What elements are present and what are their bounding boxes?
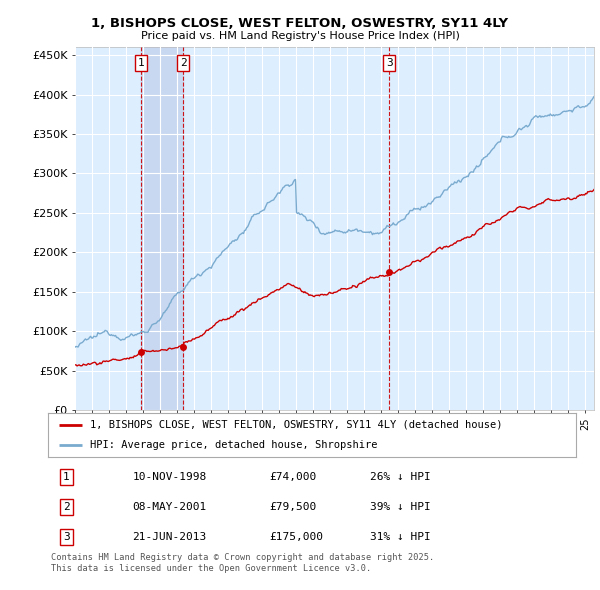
Text: £74,000: £74,000 — [270, 471, 317, 481]
Text: 31% ↓ HPI: 31% ↓ HPI — [370, 532, 431, 542]
Text: 1: 1 — [63, 471, 70, 481]
Text: 3: 3 — [386, 58, 392, 68]
Text: 1, BISHOPS CLOSE, WEST FELTON, OSWESTRY, SY11 4LY (detached house): 1, BISHOPS CLOSE, WEST FELTON, OSWESTRY,… — [90, 420, 503, 430]
Text: 1, BISHOPS CLOSE, WEST FELTON, OSWESTRY, SY11 4LY: 1, BISHOPS CLOSE, WEST FELTON, OSWESTRY,… — [91, 17, 509, 30]
Text: 26% ↓ HPI: 26% ↓ HPI — [370, 471, 431, 481]
Text: HPI: Average price, detached house, Shropshire: HPI: Average price, detached house, Shro… — [90, 440, 378, 450]
Text: 1: 1 — [137, 58, 144, 68]
Text: 2: 2 — [63, 502, 70, 512]
Text: 08-MAY-2001: 08-MAY-2001 — [133, 502, 207, 512]
Text: 3: 3 — [63, 532, 70, 542]
Text: 39% ↓ HPI: 39% ↓ HPI — [370, 502, 431, 512]
Text: 21-JUN-2013: 21-JUN-2013 — [133, 532, 207, 542]
Text: £79,500: £79,500 — [270, 502, 317, 512]
Text: 10-NOV-1998: 10-NOV-1998 — [133, 471, 207, 481]
Text: Contains HM Land Registry data © Crown copyright and database right 2025.
This d: Contains HM Land Registry data © Crown c… — [51, 553, 434, 573]
Bar — [140, 47, 183, 410]
Text: Price paid vs. HM Land Registry's House Price Index (HPI): Price paid vs. HM Land Registry's House … — [140, 31, 460, 41]
Text: 2: 2 — [179, 58, 187, 68]
Text: £175,000: £175,000 — [270, 532, 324, 542]
